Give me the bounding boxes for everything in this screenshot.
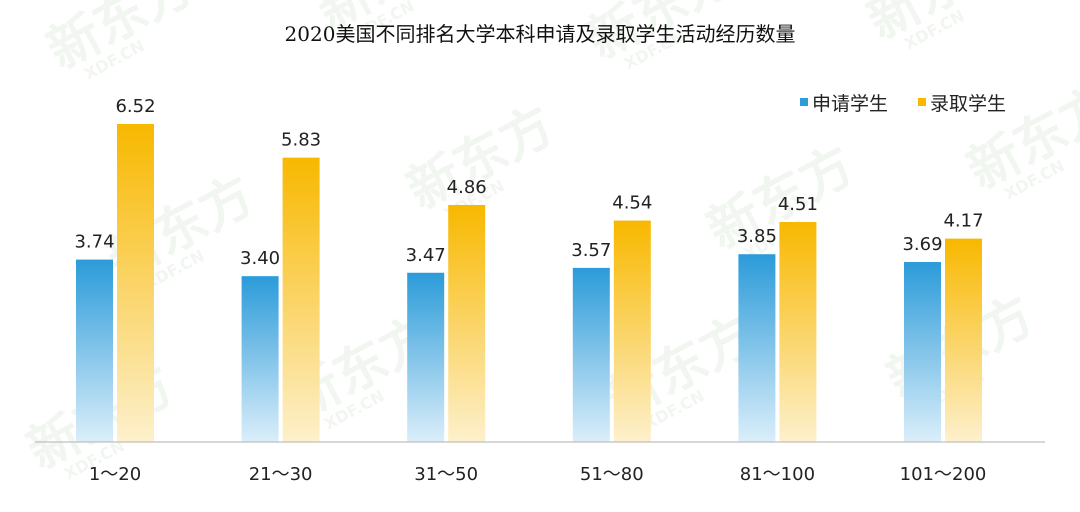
bar-1-2 — [448, 204, 486, 442]
value-label-1-3: 4.54 — [612, 193, 652, 214]
bar-0-4 — [738, 254, 776, 442]
value-label-1-4: 4.51 — [778, 194, 818, 215]
bar-0-1 — [241, 276, 279, 442]
value-label-1-0: 6.52 — [115, 96, 155, 117]
legend-swatch-0 — [800, 98, 808, 106]
legend-label-0: 申请学生 — [812, 93, 888, 115]
bar-0-3 — [572, 267, 610, 442]
x-tick-label-0: 1～20 — [89, 464, 141, 485]
bar-0-2 — [407, 272, 445, 442]
x-tick-label-2: 31～50 — [414, 464, 478, 485]
chart-title: 2020美国不同排名大学本科申请及录取学生活动经历数量 — [285, 22, 796, 46]
value-label-0-4: 3.85 — [737, 226, 777, 247]
legend-swatch-1 — [918, 98, 926, 106]
value-label-0-3: 3.57 — [571, 240, 611, 261]
legend-label-1: 录取学生 — [930, 93, 1006, 115]
legend: 申请学生 录取学生 — [800, 93, 1006, 115]
x-axis-ticks: 1～20 21～30 31～50 51～80 81～100 101～200 — [89, 464, 987, 485]
bars: 3.74 6.52 3.40 5.83 3.47 4.86 3.57 4.54 3.854.51… — [74, 96, 984, 442]
bar-1-0 — [117, 124, 154, 442]
value-label-0-0: 3.74 — [74, 232, 114, 253]
x-tick-label-4: 81～100 — [740, 464, 815, 485]
value-label-0-5: 3.69 — [902, 234, 942, 255]
value-label-1-5: 4.17 — [943, 211, 983, 232]
x-tick-label-5: 101～200 — [900, 464, 987, 485]
value-label-1-2: 4.86 — [447, 177, 487, 198]
bar-1-1 — [282, 157, 320, 442]
x-tick-label-3: 51～80 — [580, 464, 644, 485]
value-label-0-2: 3.47 — [406, 245, 446, 266]
bar-1-4 — [779, 222, 817, 442]
watermark-text: 新东方 — [38, 0, 204, 81]
bar-1-5 — [945, 238, 982, 442]
x-tick-label-1: 21～30 — [249, 464, 313, 485]
bar-1-3 — [613, 220, 651, 442]
value-label-1-1: 5.83 — [281, 130, 321, 151]
bar-0-0 — [76, 259, 113, 442]
value-label-0-1: 3.40 — [240, 248, 280, 269]
bar-0-5 — [904, 262, 941, 442]
